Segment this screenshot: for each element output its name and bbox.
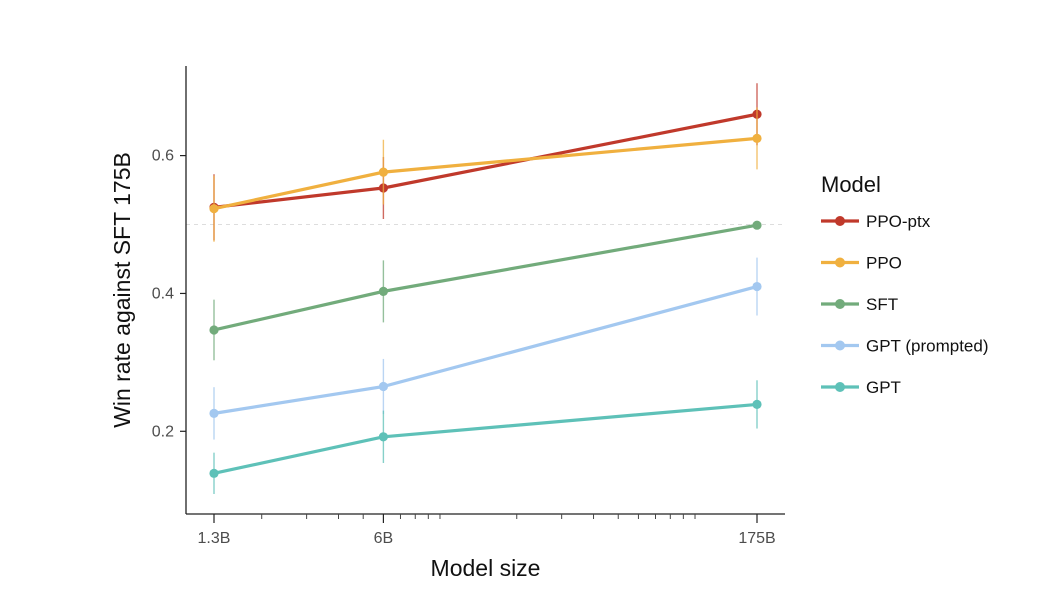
legend-label: SFT (866, 295, 898, 314)
x-minor-ticks (261, 514, 696, 519)
data-point (752, 133, 762, 143)
legend-label: PPO (866, 254, 902, 273)
series-line (212, 223, 759, 332)
data-point (378, 432, 388, 442)
y-tick-label: 0.2 (152, 423, 174, 440)
legend-swatch-point (835, 216, 845, 226)
legend-swatch-point (835, 340, 845, 351)
legend-items: PPO-ptx PPO SFT GPT (prompted) GPT (821, 212, 989, 397)
plot-area (186, 83, 785, 495)
legend-swatch-point (835, 382, 845, 392)
x-tick-label: 175B (738, 530, 775, 547)
data-point (209, 325, 219, 335)
data-point (752, 399, 762, 410)
series-line (212, 112, 759, 209)
legend-item: GPT (prompted) (821, 337, 989, 356)
legend-item: GPT (821, 378, 901, 397)
x-ticks: 1.3B 6B 175B (198, 514, 776, 547)
x-tick-label: 1.3B (198, 530, 231, 547)
x-axis-title: Model size (431, 555, 541, 581)
legend-label: GPT (866, 378, 901, 397)
legend-swatch-point (835, 299, 845, 309)
series-sft (209, 220, 762, 361)
legend-item: PPO (821, 254, 902, 273)
legend-label: PPO-ptx (866, 212, 931, 231)
data-point (209, 204, 219, 214)
y-tick-label: 0.6 (152, 148, 174, 165)
series-gpt-prompted (209, 257, 762, 440)
data-point (378, 381, 388, 392)
data-point (209, 408, 219, 418)
y-tick-label: 0.4 (152, 285, 174, 302)
legend-swatch-point (835, 257, 845, 268)
data-point (378, 286, 388, 296)
series-ppo (209, 107, 762, 242)
legend-label: GPT (prompted) (866, 337, 989, 356)
y-ticks: 0.2 0.4 0.6 (152, 148, 186, 440)
series-line (212, 284, 759, 415)
legend-title: Model (821, 172, 881, 197)
legend: Model PPO-ptx PPO SFT GPT (prompted) GPT (821, 172, 989, 397)
series-layer (209, 83, 762, 495)
data-point (378, 167, 388, 177)
legend-item: PPO-ptx (821, 212, 931, 231)
data-point (752, 281, 762, 292)
x-tick-label: 6B (374, 530, 394, 547)
data-point (209, 468, 219, 478)
series-gpt (209, 380, 762, 495)
series-line (212, 402, 759, 475)
axes: 0.2 0.4 0.6 1.3B 6B 175B (152, 66, 785, 547)
legend-item: SFT (821, 295, 898, 314)
y-axis-title: Win rate against SFT 175B (109, 152, 135, 428)
data-point (752, 220, 762, 230)
